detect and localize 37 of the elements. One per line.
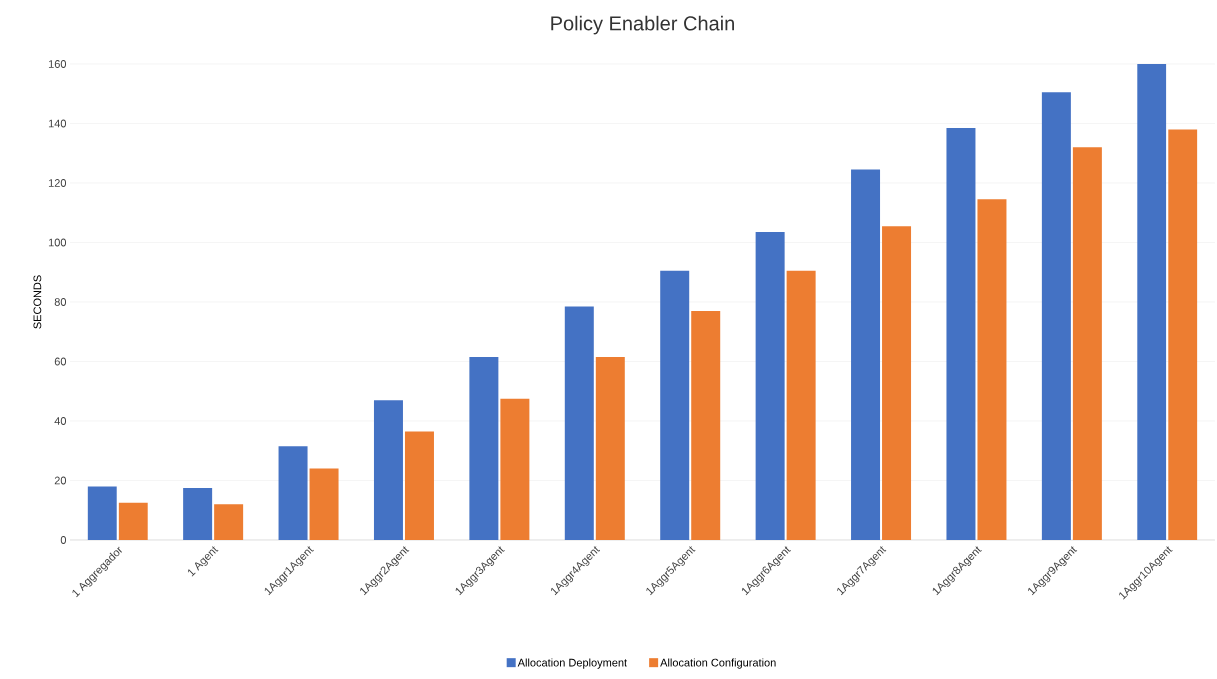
bar xyxy=(309,468,339,540)
y-axis-title: SECONDS xyxy=(33,275,42,329)
bar xyxy=(118,502,148,540)
y-tick-label: 160 xyxy=(48,60,67,68)
bar xyxy=(946,127,976,540)
legend-label: Allocation Configuration xyxy=(660,658,776,669)
bar xyxy=(183,487,213,540)
y-tick-label: 80 xyxy=(54,298,67,306)
bar xyxy=(278,446,308,540)
bar xyxy=(373,400,403,540)
bar xyxy=(977,199,1007,540)
bar xyxy=(595,357,625,540)
bar xyxy=(1041,92,1071,540)
bar xyxy=(87,486,117,540)
bar xyxy=(851,169,881,540)
bar xyxy=(660,270,690,540)
bar xyxy=(1137,63,1167,540)
y-tick-label: 100 xyxy=(48,238,67,247)
chart-title: Policy Enabler Chain xyxy=(551,15,734,35)
y-tick-label: 140 xyxy=(48,119,67,128)
bar xyxy=(882,226,912,540)
bar xyxy=(755,232,785,540)
bar xyxy=(1168,129,1198,540)
bar xyxy=(1072,147,1102,540)
y-tick-label: 20 xyxy=(54,476,67,485)
legend-label: Allocation Deployment xyxy=(517,658,628,669)
bar xyxy=(564,306,594,540)
bar xyxy=(469,357,499,540)
bar xyxy=(786,270,816,540)
bar xyxy=(691,310,721,540)
y-tick-label: 60 xyxy=(54,357,67,366)
bar xyxy=(500,398,530,540)
bar xyxy=(404,431,434,540)
y-tick-label: 120 xyxy=(48,179,67,187)
y-tick-label: 0 xyxy=(60,536,67,544)
y-tick-label: 40 xyxy=(54,417,67,425)
bar xyxy=(214,504,244,540)
